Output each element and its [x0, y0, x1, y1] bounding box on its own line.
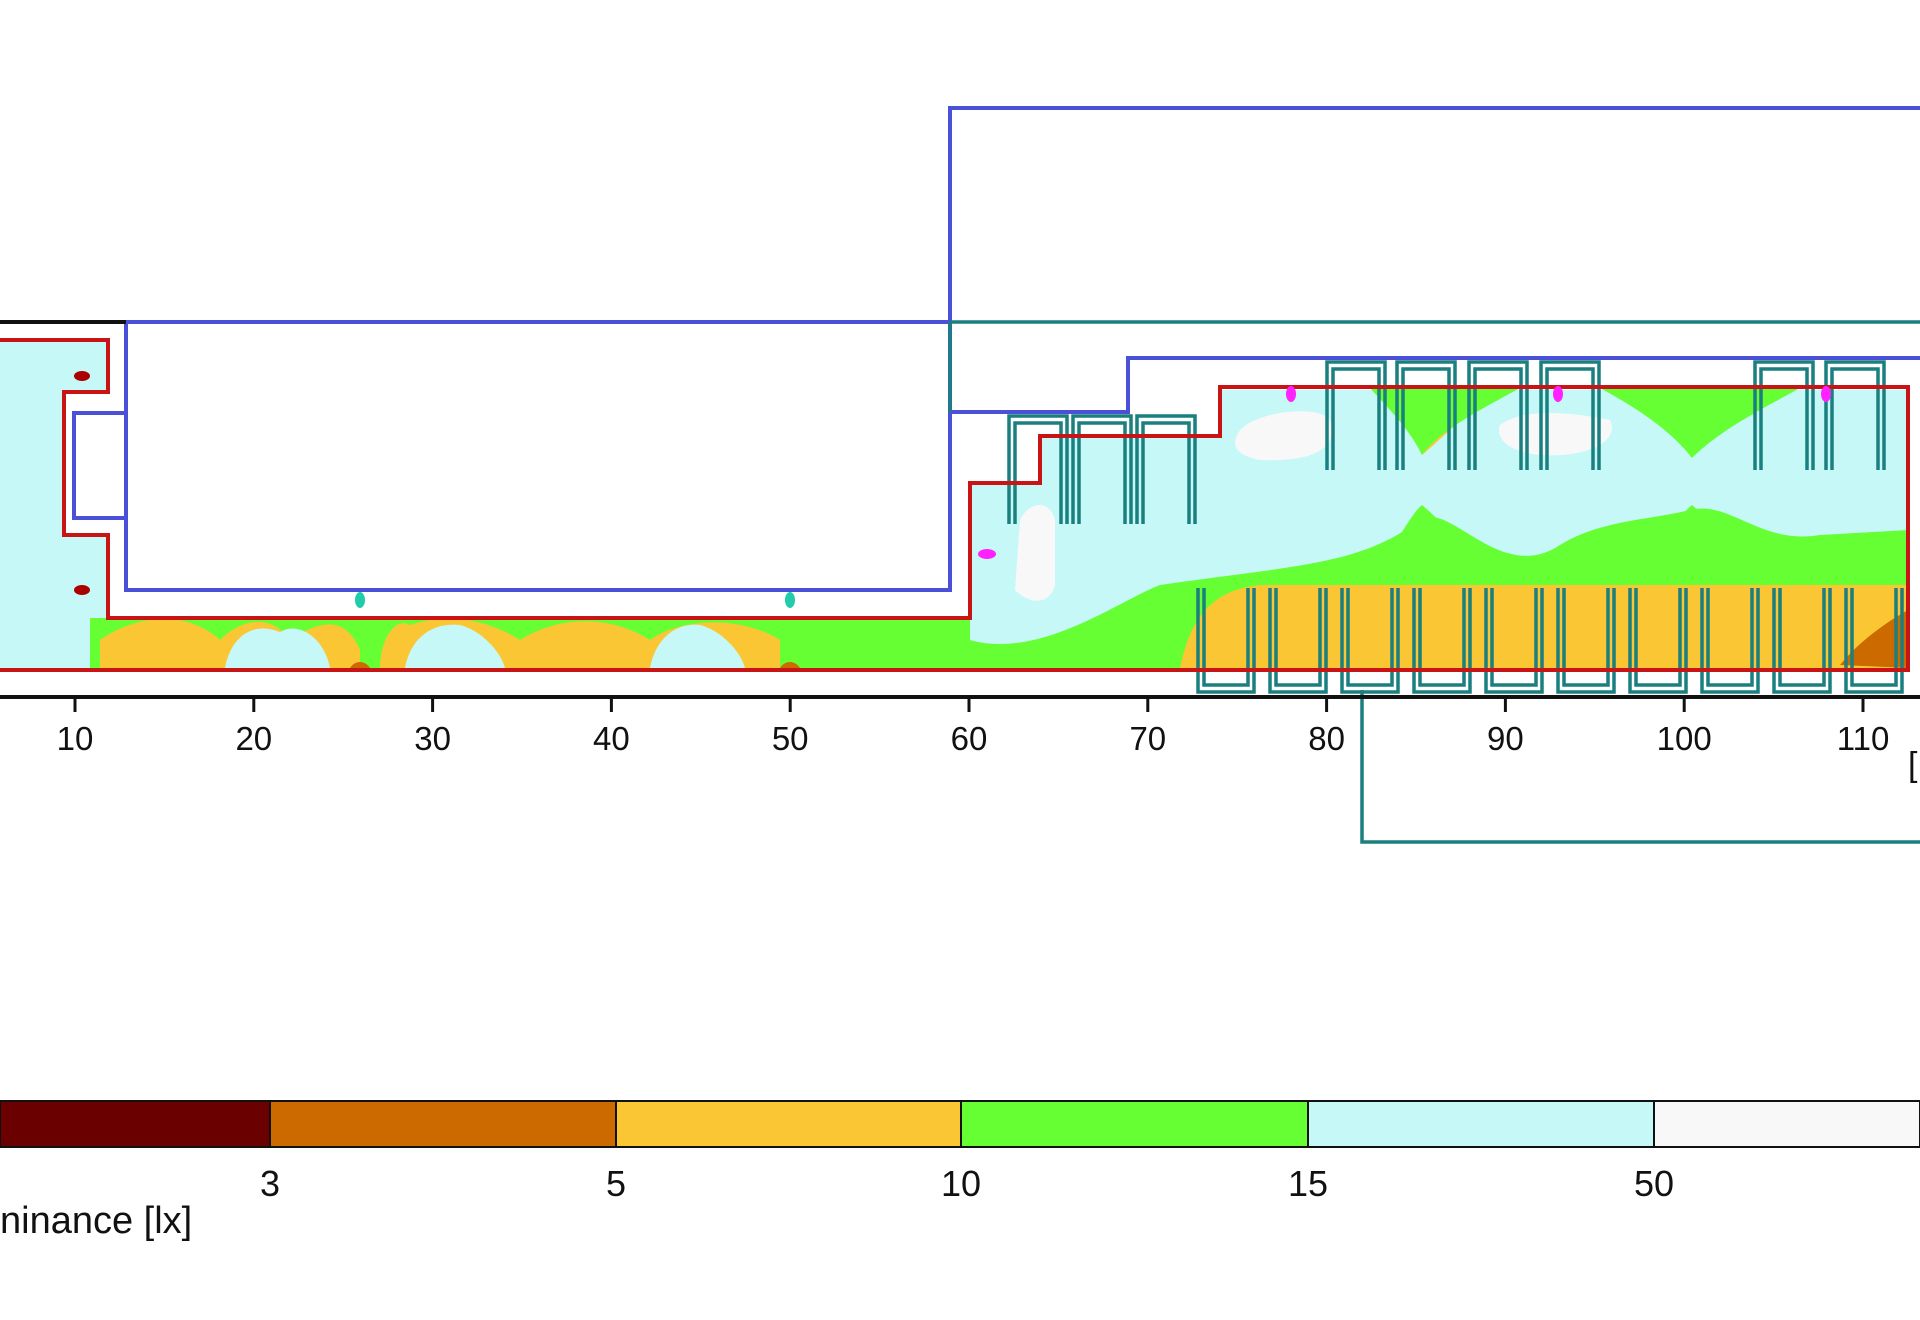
luminaire-bracket — [1484, 588, 1544, 694]
legend-level-label: 15 — [1288, 1163, 1328, 1204]
luminaire-bracket — [1340, 588, 1400, 694]
luminaire-bracket — [1268, 588, 1328, 694]
marker-magenta — [978, 549, 996, 559]
x-tick-label: 110 — [1837, 720, 1890, 757]
marker-magenta — [1821, 386, 1831, 402]
field-yellow-band — [100, 585, 1908, 668]
legend-swatch — [960, 1100, 1309, 1148]
marker-darkred — [74, 371, 90, 381]
field-dark-corner — [1840, 610, 1908, 668]
x-tick-label: 90 — [1487, 720, 1524, 757]
marker-magenta — [1286, 386, 1296, 402]
emergency-markers — [74, 371, 1831, 608]
luminaire-bracket — [1325, 360, 1387, 470]
luminaire-bracket — [1824, 360, 1886, 470]
luminaire-outlines — [948, 320, 1920, 844]
room-mid — [950, 356, 1920, 414]
x-tick-label: 100 — [1657, 720, 1712, 757]
luminaire-bracket — [1844, 588, 1904, 694]
room-right-upper — [948, 106, 1920, 322]
marker-teal — [355, 592, 365, 608]
luminaire-bracket — [1467, 360, 1529, 470]
legend-level-label: 5 — [606, 1163, 626, 1204]
room-outlines — [72, 106, 1920, 592]
field-cyan-pockets — [225, 624, 745, 668]
x-tick-label: 60 — [951, 720, 988, 757]
legend-level-label: 50 — [1634, 1163, 1674, 1204]
illuminance-field — [0, 340, 1908, 668]
luminaire-bracket — [1753, 360, 1815, 470]
field-white-patches — [1015, 411, 1612, 601]
legend-swatch — [615, 1100, 962, 1148]
luminaire-bracket — [1539, 360, 1601, 470]
luminaire-bracket — [1772, 588, 1832, 694]
x-tick-label: 80 — [1308, 720, 1345, 757]
x-tick-label: 20 — [235, 720, 272, 757]
luminaire-bracket — [1395, 360, 1457, 470]
x-tick-label: 70 — [1129, 720, 1166, 757]
luminaire-bracket — [1556, 588, 1616, 694]
luminaire-group — [1007, 360, 1904, 694]
escape-route-outline — [0, 338, 1910, 672]
marker-teal — [785, 592, 795, 608]
teal-bottom-annex — [1360, 690, 1920, 844]
luminaire-bracket — [1628, 588, 1688, 694]
luminaire-bracket — [1412, 588, 1472, 694]
color-legend: 3 5 10 15 50 — [0, 1100, 1920, 1204]
luminaire-bracket — [1135, 414, 1197, 524]
luminaire-bracket — [1700, 588, 1760, 694]
legend-swatch — [0, 1100, 271, 1148]
room-left-notch — [72, 411, 126, 520]
x-tick-label: 10 — [57, 720, 94, 757]
x-tick-label: 30 — [414, 720, 451, 757]
marker-darkred — [74, 585, 90, 595]
legend-level-label: 10 — [941, 1163, 981, 1204]
legend-title: ninance [lx] — [0, 1200, 192, 1242]
luminaire-bracket — [1071, 414, 1133, 524]
x-tick-label: 50 — [772, 720, 809, 757]
luminaire-bracket — [1007, 414, 1069, 524]
legend-level-label: 3 — [260, 1163, 280, 1204]
legend-swatch — [269, 1100, 617, 1148]
x-axis: 10 20 30 40 50 60 70 80 90 100 110 — [57, 697, 1890, 757]
x-tick-label: 40 — [593, 720, 630, 757]
legend-swatch — [1307, 1100, 1655, 1148]
legend-swatch — [1653, 1100, 1920, 1148]
axis-unit-fragment: [ — [1908, 746, 1918, 784]
marker-magenta — [1553, 386, 1563, 402]
field-green-spikes — [1370, 388, 1800, 560]
room-left-upper — [124, 320, 952, 592]
luminaire-bracket — [1196, 588, 1256, 694]
plot-frame — [0, 320, 1920, 699]
